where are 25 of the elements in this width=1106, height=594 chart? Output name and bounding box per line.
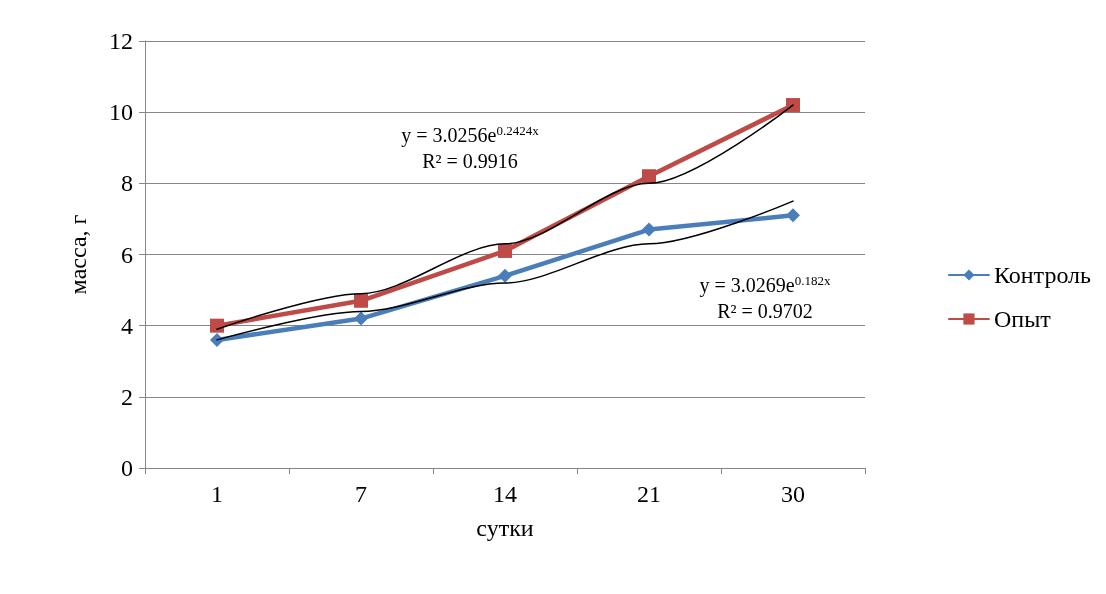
point — [498, 268, 512, 283]
x-tick-label: 14 — [493, 481, 517, 507]
y-tick-label: 8 — [121, 170, 133, 197]
point — [210, 318, 224, 333]
x-tick-label: 7 — [355, 481, 367, 507]
point — [498, 243, 512, 258]
legend-label: Контроль — [993, 262, 1092, 288]
y-tick-label: 10 — [109, 99, 133, 126]
x-tick-label: 1 — [211, 481, 223, 507]
point — [354, 293, 368, 308]
y-tick-label: 12 — [109, 28, 133, 54]
point — [354, 311, 368, 326]
x-axis-title: сутки — [476, 515, 534, 541]
y-tick-label: 6 — [121, 241, 133, 268]
legend-label: Опыт — [993, 306, 1052, 332]
y-tick-label: 2 — [121, 383, 133, 410]
point — [786, 208, 800, 223]
y-tick-label: 4 — [121, 312, 133, 339]
point — [642, 222, 656, 237]
y-axis-title: масса, г — [65, 214, 91, 295]
point — [786, 98, 800, 113]
point — [642, 169, 656, 184]
x-tick-label: 30 — [781, 481, 805, 507]
y-tick-label: 0 — [121, 455, 133, 481]
x-tick-label: 21 — [637, 481, 661, 507]
